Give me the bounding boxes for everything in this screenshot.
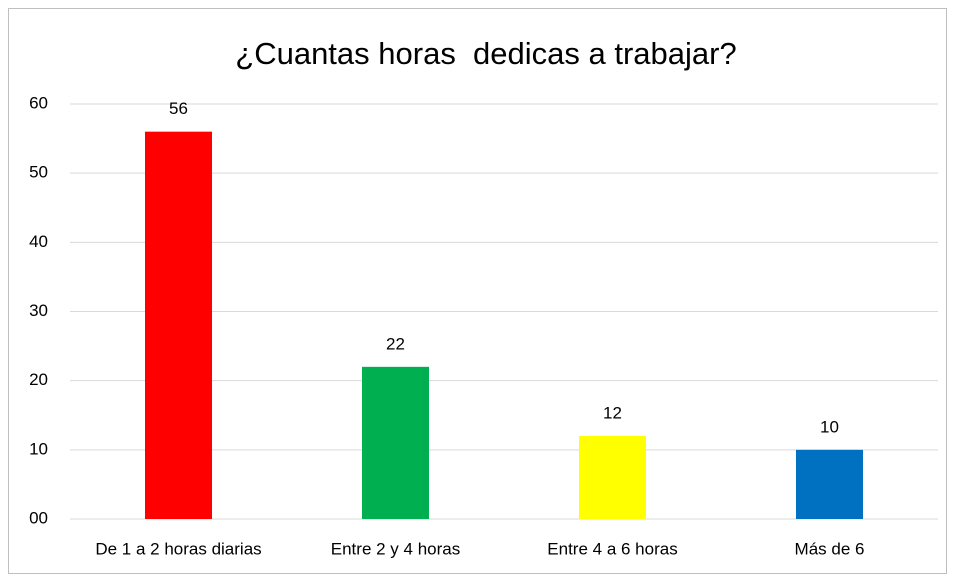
x-tick-label: De 1 a 2 horas diarias: [95, 539, 261, 558]
y-tick-label: 30: [29, 301, 48, 320]
y-tick-label: 40: [29, 232, 48, 251]
y-tick-label: 60: [29, 93, 48, 112]
x-tick-label: Entre 4 a 6 horas: [547, 539, 677, 558]
data-label: 10: [820, 417, 839, 436]
bar: [579, 436, 646, 519]
y-tick-label: 50: [29, 163, 48, 182]
data-label: 56: [169, 99, 188, 118]
y-tick-label: 10: [29, 439, 48, 458]
bar: [362, 366, 429, 519]
chart-title: ¿Cuantas horas dedicas a trabajar?: [235, 36, 736, 71]
y-tick-label: 20: [29, 370, 48, 389]
y-tick-label: 00: [29, 508, 48, 527]
bar: [796, 449, 863, 519]
x-tick-label: Entre 2 y 4 horas: [331, 539, 460, 558]
x-tick-label: Más de 6: [795, 539, 865, 558]
data-label: 12: [603, 403, 622, 422]
data-label: 22: [386, 334, 405, 353]
bar: [145, 131, 212, 519]
